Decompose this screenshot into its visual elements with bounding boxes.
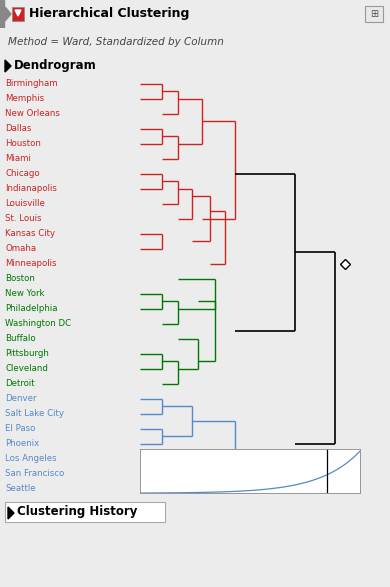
Text: Method = Ward, Standardized by Column: Method = Ward, Standardized by Column: [8, 37, 224, 47]
Text: Buffalo: Buffalo: [5, 334, 35, 343]
Text: Pittsburgh: Pittsburgh: [5, 349, 49, 358]
Text: Boston: Boston: [5, 274, 35, 283]
Text: Clustering History: Clustering History: [17, 505, 137, 518]
Text: Chicago: Chicago: [5, 169, 40, 178]
Text: Memphis: Memphis: [5, 94, 44, 103]
FancyBboxPatch shape: [5, 502, 165, 522]
Text: Phoenix: Phoenix: [5, 439, 39, 448]
Polygon shape: [8, 507, 14, 519]
Text: Cleveland: Cleveland: [5, 364, 48, 373]
Text: Los Angeles: Los Angeles: [5, 454, 57, 463]
Text: ⊞: ⊞: [370, 9, 378, 19]
Text: El Paso: El Paso: [5, 424, 35, 433]
Text: Salt Lake City: Salt Lake City: [5, 409, 64, 418]
Text: San Francisco: San Francisco: [5, 469, 64, 478]
Bar: [0, 0, 4, 28]
Polygon shape: [5, 7, 11, 21]
Text: Indianapolis: Indianapolis: [5, 184, 57, 193]
Text: St. Louis: St. Louis: [5, 214, 41, 223]
FancyBboxPatch shape: [12, 7, 24, 21]
Text: Kansas City: Kansas City: [5, 229, 55, 238]
Text: Dendrogram: Dendrogram: [14, 59, 97, 73]
Text: New York: New York: [5, 289, 44, 298]
Text: Seattle: Seattle: [5, 484, 35, 493]
Text: Minneapolis: Minneapolis: [5, 259, 57, 268]
Text: Detroit: Detroit: [5, 379, 35, 388]
Polygon shape: [5, 60, 11, 72]
Text: Hierarchical Clustering: Hierarchical Clustering: [29, 8, 190, 21]
FancyBboxPatch shape: [365, 6, 383, 22]
Text: Louisville: Louisville: [5, 199, 45, 208]
Text: Birmingham: Birmingham: [5, 79, 58, 88]
Text: Denver: Denver: [5, 394, 37, 403]
Polygon shape: [15, 10, 21, 16]
Text: Philadelphia: Philadelphia: [5, 304, 57, 313]
Text: Washington DC: Washington DC: [5, 319, 71, 328]
Text: New Orleans: New Orleans: [5, 109, 60, 118]
Text: Miami: Miami: [5, 154, 31, 163]
Text: Omaha: Omaha: [5, 244, 36, 253]
Text: Houston: Houston: [5, 139, 41, 148]
Text: Dallas: Dallas: [5, 124, 31, 133]
